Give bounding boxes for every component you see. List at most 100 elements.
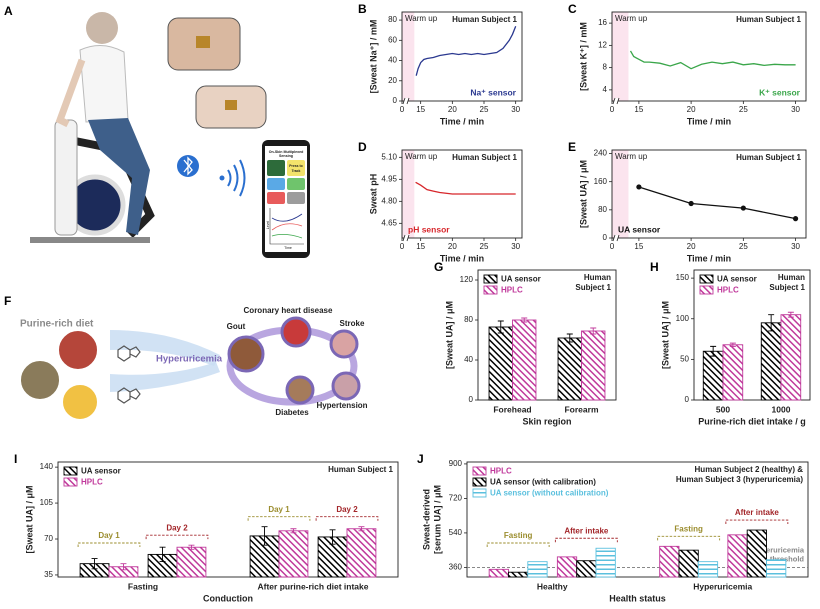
warmup-region [612, 12, 629, 101]
disease-stroke [329, 329, 359, 359]
y-tick-label: 150 [676, 273, 690, 282]
axis-break-gap [614, 98, 618, 104]
axis-break [402, 97, 410, 105]
x-tick-label: 25 [480, 242, 489, 251]
app-tile [267, 160, 285, 176]
x-tick-label: 500 [716, 404, 730, 414]
series-marker [792, 216, 799, 222]
arrow [110, 362, 220, 392]
error-bar [768, 314, 775, 332]
bracket-label: Day 2 [336, 505, 358, 514]
disease-label: Diabetes [275, 408, 309, 417]
app-plot-line [271, 213, 303, 222]
error-bar [120, 563, 127, 571]
legend-swatch [699, 285, 714, 295]
x-axis-label: Time / min [440, 116, 484, 126]
bar [746, 529, 767, 578]
error-bar [787, 311, 794, 318]
legend-label: UA sensor (with calibration) [490, 478, 596, 487]
error-bar [358, 526, 365, 532]
panel-letter: C [568, 2, 577, 16]
axis-break [612, 234, 620, 242]
disease-heart [280, 316, 312, 348]
series-marker [688, 200, 694, 207]
legend-label: HPLC [490, 467, 512, 476]
x-tick-label: 15 [634, 242, 643, 251]
disease-label: Coronary heart disease [244, 306, 333, 315]
legend-swatch [483, 274, 498, 284]
legend-label: UA sensor [81, 467, 121, 476]
warmup-label: Warm up [405, 14, 438, 23]
y-tick-label: 70 [44, 534, 53, 543]
x-tick-label: 0 [400, 105, 405, 114]
error-bar [710, 345, 717, 357]
series-line [415, 181, 516, 195]
warmup-region [402, 150, 415, 238]
y-tick-label: 4.65 [381, 218, 397, 227]
bracket-label: Fasting [674, 524, 703, 533]
error-bar [329, 529, 336, 545]
legend-label: UA sensor [717, 275, 757, 284]
rider-jeans [88, 118, 150, 235]
x-tick-label: Healthy [537, 581, 568, 591]
plot-frame [466, 461, 809, 578]
bracket-label: Fasting [504, 531, 533, 540]
series-label: K⁺ sensor [759, 87, 801, 97]
bar [556, 556, 578, 578]
annotation: Subject 1 [769, 283, 805, 292]
app-title: Sensing [279, 154, 293, 158]
panel-letter: A [4, 4, 13, 18]
bracket [725, 519, 789, 525]
panel-letter: I [14, 452, 17, 466]
x-axis-label: Skin region [522, 416, 571, 426]
legend-swatch [472, 477, 487, 487]
error-bar [497, 320, 504, 334]
y-tick-label: 50 [680, 354, 689, 363]
bar [659, 545, 680, 578]
y-tick-label: 0 [685, 395, 690, 404]
legend-label: UA sensor (without calibration) [490, 489, 609, 498]
threshold-label: threshold [770, 554, 805, 563]
y-axis-label: [Sweat UA] / μM [660, 301, 670, 369]
error-bar [729, 342, 736, 347]
bar [581, 330, 606, 401]
y-axis-label: [Sweat K⁺] / mM [578, 22, 588, 91]
axis-break-gap [404, 235, 408, 241]
disease-label: Stroke [340, 319, 365, 328]
bar [488, 326, 513, 401]
annotation: Human Subject 3 (hyperuricemia) [676, 475, 803, 484]
x-axis-label: Time / min [687, 253, 731, 263]
x-tick-label: 25 [739, 242, 748, 251]
x-tick-label: Forehead [493, 404, 531, 414]
arrow [110, 330, 220, 366]
series-line [415, 25, 517, 76]
panel-letter: J [417, 452, 424, 466]
x-tick-label: 30 [511, 105, 520, 114]
y-tick-label: 80 [464, 315, 473, 324]
error-bar [566, 333, 573, 343]
x-axis-label: Time / min [440, 253, 484, 263]
y-tick-label: 5.10 [381, 152, 397, 161]
food-meat [57, 329, 99, 371]
y-axis-label: [Sweat UA] / μM [578, 160, 588, 228]
y-tick-label: 20 [388, 76, 397, 85]
bar [722, 344, 744, 401]
y-tick-label: 80 [598, 205, 607, 214]
app-plot-y-label: Level [266, 221, 270, 230]
annotation: Human Subject 2 (healthy) & [695, 465, 804, 474]
app-plot-x-label: Time [284, 246, 292, 250]
bar [508, 571, 529, 578]
error-bar [91, 558, 98, 570]
bar [595, 547, 616, 578]
x-axis-label: Health status [609, 593, 666, 603]
x-tick-label: 15 [634, 105, 643, 114]
plot-frame [693, 269, 811, 401]
bar [678, 549, 699, 578]
bar [527, 561, 548, 578]
y-tick-label: 40 [464, 355, 473, 364]
molecule [117, 345, 141, 404]
annotation: Human [778, 273, 805, 282]
legend-swatch [472, 466, 487, 476]
y-tick-label: 0 [393, 96, 398, 105]
x-tick-label: 30 [791, 105, 800, 114]
